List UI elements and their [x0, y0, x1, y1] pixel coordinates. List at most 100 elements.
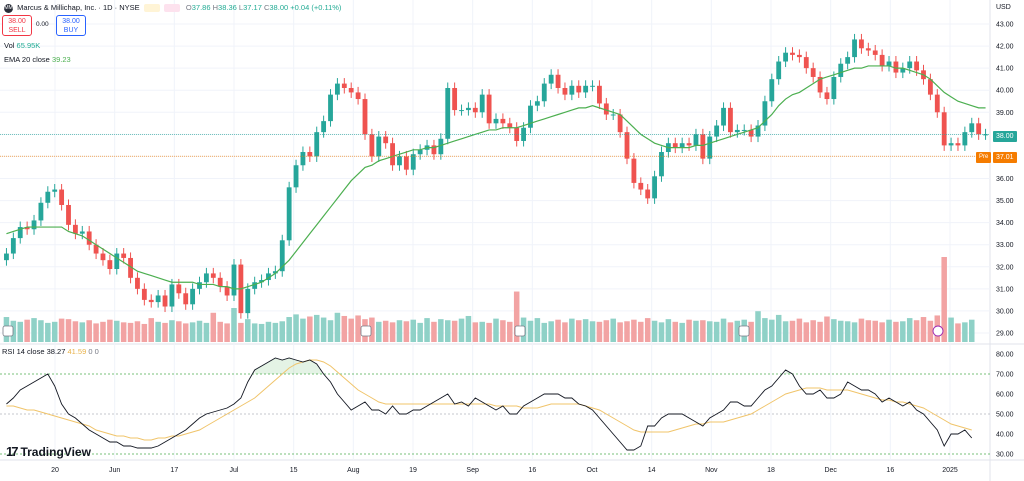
volume-bar: [245, 319, 251, 342]
candle-body: [659, 152, 664, 177]
candle-body: [252, 282, 258, 289]
candle-body: [769, 79, 775, 102]
volume-bar: [631, 319, 637, 342]
high-label: H: [212, 3, 219, 12]
time-tick-label: 15: [290, 467, 298, 474]
volume-bar: [610, 318, 616, 342]
candle-body: [328, 94, 333, 122]
sell-label: SELL: [8, 27, 26, 34]
candle-body: [721, 107, 726, 126]
volume-bar: [893, 321, 899, 342]
volume-bar: [900, 321, 906, 342]
candle-body: [369, 134, 375, 157]
price-tick-label: 39.00: [996, 110, 1014, 117]
volume-bar: [782, 321, 789, 342]
candle-body: [224, 286, 230, 296]
tradingview-logo[interactable]: 17 TradingView: [6, 444, 91, 459]
volume-bar: [672, 321, 679, 342]
volume-bar: [300, 318, 306, 342]
volume-bar: [210, 312, 217, 342]
tradingview-logo-text: TradingView: [20, 444, 91, 459]
candle-body: [114, 253, 120, 269]
volume-bar: [582, 319, 589, 342]
rsi-overbought-fill: [254, 358, 324, 374]
volume-bar: [686, 319, 692, 342]
earnings-marker-icon: [738, 325, 750, 337]
time-tick-label: 14: [648, 467, 656, 474]
volume-bar: [45, 322, 51, 342]
symbol-title[interactable]: Marcus & Millichap, Inc. · 1D · NYSE: [17, 3, 140, 12]
rsi-tick-label: 30.00: [996, 452, 1014, 459]
time-tick-label: 19: [409, 467, 417, 474]
volume-bar: [389, 322, 396, 342]
volume-bar: [24, 319, 30, 342]
volume-bar: [955, 323, 961, 342]
volume-bar: [810, 320, 816, 342]
volume-bar: [969, 319, 975, 342]
volume-bar: [486, 322, 492, 342]
candle-body: [355, 92, 361, 100]
volume-bar: [444, 320, 451, 342]
buy-button[interactable]: 38.00 BUY: [56, 15, 86, 36]
candle-body: [555, 74, 561, 89]
volume-bar: [769, 319, 775, 342]
candle-body: [93, 244, 99, 254]
candle-body: [845, 57, 851, 64]
volume-bar: [762, 318, 768, 342]
volume-bar: [451, 320, 458, 342]
volume-bar: [803, 322, 810, 342]
candle-body: [183, 293, 189, 305]
candle-body: [983, 134, 988, 136]
rsi-tick-label: 50.00: [996, 412, 1014, 419]
volume-bar: [93, 323, 99, 342]
candle-body: [231, 264, 237, 296]
volume-bar: [169, 320, 175, 342]
volume-bar: [348, 318, 354, 342]
candle-body: [810, 68, 816, 77]
volume-bar: [431, 321, 437, 342]
candle-body: [859, 39, 864, 49]
low-value: 37.17: [243, 3, 262, 12]
candle-body: [190, 288, 196, 305]
candle-body: [597, 85, 602, 104]
candle-body: [72, 224, 78, 234]
volume-bar: [603, 320, 610, 342]
volume-bar: [107, 319, 113, 342]
volume-bar: [72, 321, 79, 342]
sell-button[interactable]: 38.00 SELL: [2, 15, 32, 36]
volume-bar: [589, 321, 596, 342]
candle-body: [321, 121, 327, 133]
volume-bar: [272, 322, 279, 342]
earnings-marker-icon: [2, 325, 14, 337]
volume-bar: [796, 318, 803, 342]
candle-body: [59, 189, 65, 205]
time-tick-label: Jul: [230, 467, 239, 474]
candle-body: [603, 103, 609, 115]
time-tick-label: 20: [51, 467, 59, 474]
ema-legend[interactable]: EMA 20 close 39.23: [4, 55, 71, 64]
volume-bar: [369, 317, 375, 342]
candle-body: [941, 112, 947, 146]
candle-body: [410, 154, 416, 170]
candle-body: [693, 134, 699, 146]
volume-bar: [837, 320, 844, 342]
rsi-legend[interactable]: RSI 14 close 38.27 41.59 0 0: [2, 347, 99, 356]
candle-body: [24, 227, 30, 230]
volume-bar: [224, 323, 230, 342]
volume-bar: [279, 321, 286, 342]
candle-body: [341, 83, 347, 89]
candle-body: [927, 79, 933, 95]
currency-label[interactable]: USD: [996, 4, 1011, 11]
price-tick-label: 29.00: [996, 331, 1014, 338]
volume-bar: [913, 320, 920, 342]
volume-bar: [858, 318, 865, 342]
volume-legend[interactable]: Vol 65.95K: [4, 41, 40, 50]
candle-body: [803, 57, 809, 69]
candle-body: [576, 85, 582, 93]
candle-body: [203, 273, 209, 283]
volume-bar: [713, 321, 720, 342]
volume-bar: [182, 323, 189, 342]
volume-bar: [189, 322, 196, 342]
volume-bar: [817, 321, 823, 342]
